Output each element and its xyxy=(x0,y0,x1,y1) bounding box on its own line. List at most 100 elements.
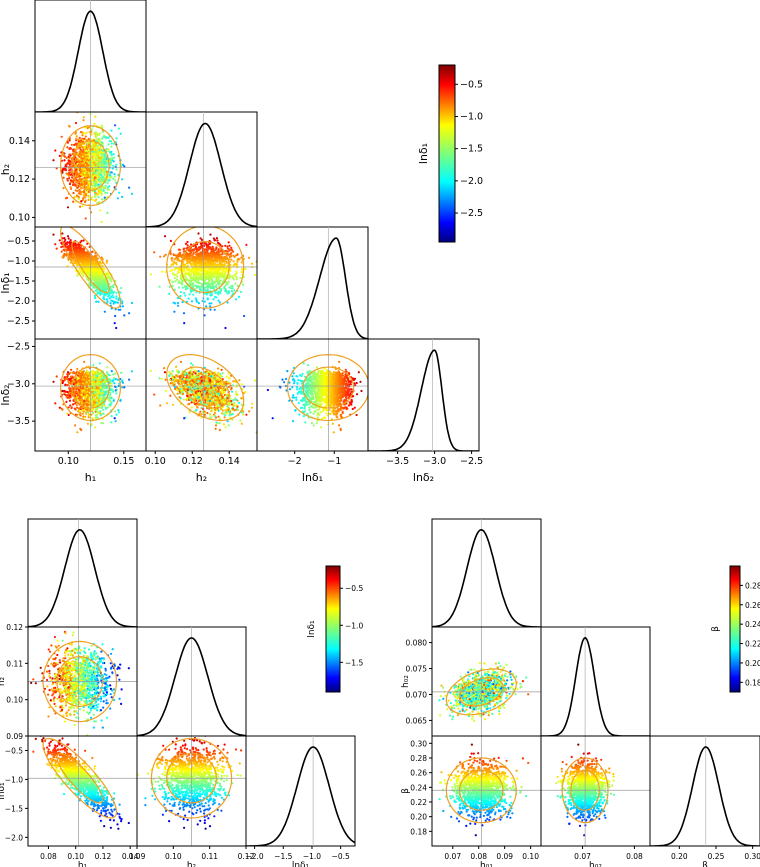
scatter-point xyxy=(253,273,257,276)
scatter-point xyxy=(121,300,124,303)
scatter-point xyxy=(81,152,84,155)
scatter-point xyxy=(52,233,55,236)
scatter-point xyxy=(121,163,124,166)
scatter-point xyxy=(81,180,84,183)
scatter-point xyxy=(112,296,115,299)
scatter-point xyxy=(96,169,99,172)
scatter-point xyxy=(222,260,225,263)
scatter-point xyxy=(76,367,79,371)
scatter-point xyxy=(109,278,112,281)
scatter-point xyxy=(203,314,206,317)
scatter-point xyxy=(214,248,217,251)
scatter-point xyxy=(211,249,214,252)
scatter-point xyxy=(110,129,113,132)
scatter-point xyxy=(104,186,107,190)
scatter-point xyxy=(93,268,97,271)
scatter-point xyxy=(177,286,181,289)
scatter-point xyxy=(184,285,187,288)
scatter-point xyxy=(97,178,100,181)
scatter-point xyxy=(108,174,111,177)
scatter-point xyxy=(102,156,105,159)
scatter-point xyxy=(103,136,106,139)
scatter-point xyxy=(108,185,111,188)
contour-2sigma xyxy=(59,125,121,207)
scatter-point xyxy=(67,124,71,127)
scatter-point xyxy=(105,298,108,301)
scatter-point xyxy=(103,196,106,199)
scatter-point xyxy=(164,253,167,256)
scatter-point xyxy=(84,196,87,199)
scatter-point xyxy=(174,280,177,283)
scatter-point xyxy=(83,151,86,154)
scatter-point xyxy=(110,290,113,293)
scatter-point xyxy=(91,156,94,159)
scatter-point xyxy=(92,364,95,367)
scatter-point xyxy=(211,255,214,258)
scatter-point xyxy=(113,173,116,176)
scatter-point xyxy=(237,257,240,260)
scatter-point xyxy=(179,277,182,280)
scatter-point xyxy=(181,286,184,289)
scatter-point xyxy=(66,248,69,251)
scatter-point xyxy=(103,162,106,165)
scatter-point xyxy=(102,179,105,182)
scatter-point xyxy=(91,144,94,147)
scatter-point xyxy=(189,262,192,265)
scatter-point xyxy=(105,170,109,174)
scatter-point xyxy=(68,156,71,159)
scatter-point xyxy=(113,283,116,286)
scatter-point xyxy=(114,124,117,127)
scatter-point xyxy=(198,276,201,279)
scatter-point xyxy=(81,150,84,153)
scatter-point xyxy=(211,268,215,271)
scatter-point xyxy=(228,244,231,247)
scatter-point xyxy=(175,254,178,257)
scatter-point xyxy=(185,272,188,276)
panel-h2-lnd1 xyxy=(145,226,258,340)
scatter-point xyxy=(68,182,72,186)
scatter-point xyxy=(97,196,100,199)
scatter-point xyxy=(71,152,74,156)
scatter-point xyxy=(77,140,80,143)
scatter-point xyxy=(87,147,90,150)
scatter-point xyxy=(96,177,99,180)
scatter-point xyxy=(82,193,85,197)
scatter-point xyxy=(82,274,85,277)
scatter-point xyxy=(181,301,184,304)
scatter-point xyxy=(213,239,217,242)
scatter-point xyxy=(78,259,81,263)
scatter-point xyxy=(200,243,203,246)
scatter-point xyxy=(77,195,80,198)
scatter-point xyxy=(178,269,181,272)
scatter-point xyxy=(97,300,100,303)
scatter-point xyxy=(192,293,195,296)
scatter-point xyxy=(74,184,77,187)
scatter-point xyxy=(112,302,115,305)
scatter-point xyxy=(79,139,82,142)
scatter-point xyxy=(92,286,95,289)
scatter-point xyxy=(110,150,113,153)
scatter-point xyxy=(230,287,233,290)
scatter-point xyxy=(101,264,104,267)
scatter-point xyxy=(215,237,218,240)
scatter-point xyxy=(84,153,87,156)
scatter-point xyxy=(204,272,207,275)
scatter-point xyxy=(110,280,113,283)
scatter-point xyxy=(199,237,202,240)
scatter-point xyxy=(99,293,102,296)
scatter-point xyxy=(149,273,152,276)
scatter-point xyxy=(198,259,201,262)
scatter-point xyxy=(210,278,213,281)
panel-frame xyxy=(145,111,258,228)
scatter-point xyxy=(112,153,115,156)
scatter-point xyxy=(101,142,104,145)
scatter-point xyxy=(189,243,193,246)
scatter-point xyxy=(117,127,120,130)
scatter-point xyxy=(79,205,82,208)
scatter-point xyxy=(63,237,66,240)
scatter-point xyxy=(100,124,103,127)
scatter-point xyxy=(106,366,109,369)
scatter-point xyxy=(99,287,102,290)
scatter-point xyxy=(86,192,89,195)
scatter-point xyxy=(85,181,88,184)
